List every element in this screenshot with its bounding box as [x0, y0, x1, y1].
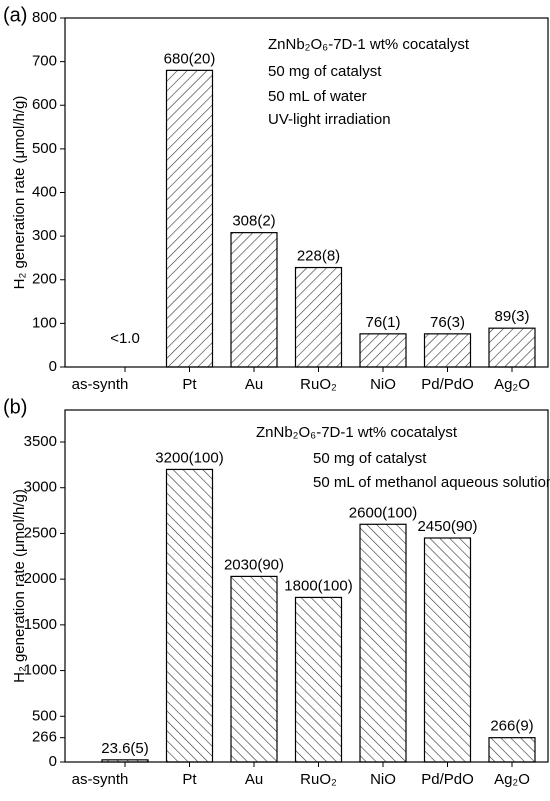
y-tick-label: 100 — [32, 314, 57, 331]
x-tick-label: Pd/PdO — [421, 376, 474, 393]
y-axis-label: H₂ generation rate (μmol/h/g) — [11, 489, 28, 683]
plot-frame — [64, 17, 549, 368]
value-label: 3200(100) — [155, 449, 223, 466]
bar — [294, 266, 343, 368]
annotation: 50 mg of catalyst — [268, 63, 382, 80]
x-tick-label: Au — [245, 376, 263, 393]
value-label: 89(3) — [494, 308, 529, 325]
annotation: 50 mL of methanol aqueous solution — [313, 474, 550, 491]
y-tick-label: 1500 — [24, 616, 57, 633]
annotation: ZnNb₂O₆-7D-1 wt% cocatalyst — [256, 424, 458, 441]
y-tick-label: 800 — [32, 9, 57, 26]
x-tick-label: RuO₂ — [300, 376, 337, 393]
x-tick-label: NiO — [370, 771, 396, 788]
bar — [165, 69, 214, 368]
y-tick-label: 500 — [32, 140, 57, 157]
y-tick-label: 0 — [49, 753, 57, 770]
y-tick-label: 700 — [32, 53, 57, 70]
y-tick-label: 500 — [32, 707, 57, 724]
value-label: 76(1) — [365, 314, 400, 331]
x-tick-label: Ag₂O — [494, 376, 530, 393]
x-tick-label: Ag₂O — [494, 771, 530, 788]
y-tick-label: 400 — [32, 183, 57, 200]
value-label: 1800(100) — [284, 577, 352, 594]
value-label: 23.6(5) — [101, 740, 149, 757]
plot-frame — [64, 409, 549, 763]
bar — [423, 537, 472, 763]
bar — [359, 333, 407, 368]
y-tick-label: 0 — [49, 358, 57, 375]
bar — [488, 327, 536, 368]
x-tick-label: RuO₂ — [300, 771, 337, 788]
value-label: 680(20) — [164, 50, 216, 67]
y-tick-label: 266 — [32, 729, 57, 746]
bar — [230, 575, 278, 763]
bar — [488, 737, 536, 763]
annotation: ZnNb₂O₆-7D-1 wt% cocatalyst — [268, 36, 470, 53]
y-tick-label: 600 — [32, 96, 57, 113]
value-label: <1.0 — [110, 330, 140, 347]
y-tick-label: 1000 — [24, 662, 57, 679]
bar — [359, 523, 407, 763]
annotation: 50 mg of catalyst — [313, 450, 427, 467]
x-tick-label: Pt — [182, 376, 197, 393]
x-tick-label: Au — [245, 771, 263, 788]
bar — [165, 468, 214, 763]
value-label: 2030(90) — [224, 556, 284, 573]
y-tick-label: 3500 — [24, 433, 57, 450]
y-tick-label: 3000 — [24, 479, 57, 496]
x-tick-label: as-synth — [72, 376, 129, 393]
x-tick-label: as-synth — [72, 771, 129, 788]
y-axis-label: H₂ generation rate (μmol/h/g) — [11, 96, 28, 290]
x-tick-label: Pd/PdO — [421, 771, 474, 788]
annotation: 50 mL of water — [268, 88, 367, 105]
value-label: 2600(100) — [349, 504, 417, 521]
value-label: 308(2) — [232, 213, 275, 230]
value-label: 2450(90) — [417, 518, 477, 535]
value-label: 266(9) — [490, 718, 533, 735]
panel-label: (a) — [3, 4, 27, 26]
x-tick-label: Pt — [182, 771, 197, 788]
value-label: 228(8) — [297, 248, 340, 265]
bar — [230, 232, 278, 368]
panel-label: (b) — [3, 396, 27, 418]
y-tick-label: 2000 — [24, 570, 57, 587]
bar — [294, 596, 343, 763]
annotation: UV-light irradiation — [268, 111, 391, 128]
x-tick-label: NiO — [370, 376, 396, 393]
y-tick-label: 200 — [32, 271, 57, 288]
bar — [423, 333, 472, 368]
y-tick-label: 2500 — [24, 524, 57, 541]
y-tick-label: 300 — [32, 227, 57, 244]
value-label: 76(3) — [430, 314, 465, 331]
